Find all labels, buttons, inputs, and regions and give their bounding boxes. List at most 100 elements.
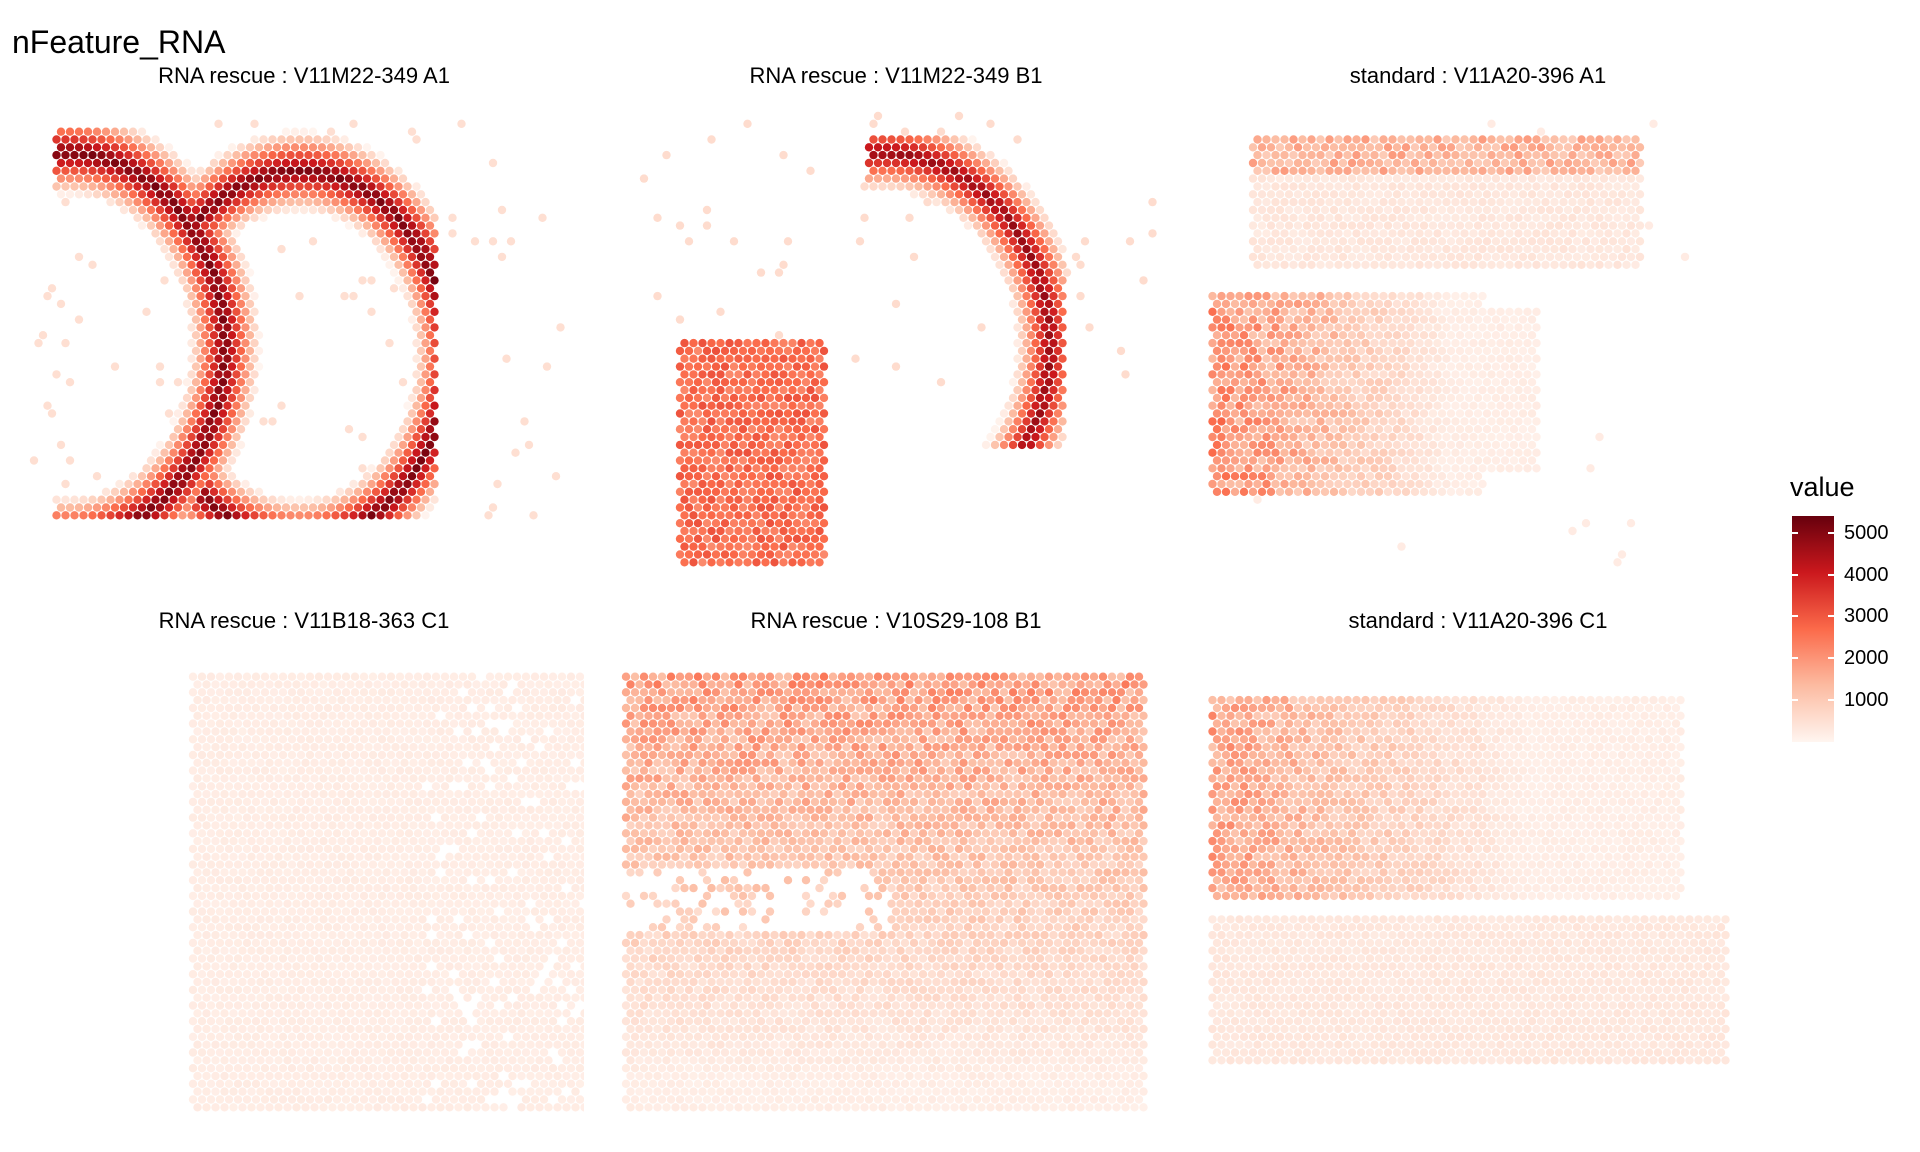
spot: [1518, 409, 1528, 418]
spot: [319, 883, 328, 893]
spot: [449, 860, 459, 869]
spot: [232, 150, 241, 160]
spot: [191, 205, 201, 215]
spot: [359, 844, 369, 854]
spot: [499, 805, 508, 814]
spot: [332, 766, 342, 775]
spot: [421, 213, 430, 222]
spot: [1392, 472, 1402, 481]
spot: [783, 456, 793, 465]
spot: [1356, 378, 1366, 387]
spot: [1316, 432, 1325, 442]
spot: [269, 782, 279, 791]
spot: [256, 821, 265, 830]
spot: [1559, 166, 1568, 175]
spot: [1518, 237, 1528, 246]
spot: [241, 307, 250, 316]
spot: [350, 876, 360, 885]
spot: [1217, 307, 1226, 316]
spot: [711, 487, 721, 496]
spot: [1406, 417, 1415, 426]
spot: [128, 503, 138, 512]
spot: [774, 440, 784, 450]
spot: [503, 891, 513, 901]
spot: [1392, 252, 1402, 262]
spot: [1505, 182, 1514, 191]
spot: [725, 338, 734, 348]
spot: [245, 205, 255, 215]
spot: [214, 244, 223, 254]
spot: [1568, 526, 1577, 536]
spot: [467, 766, 477, 775]
spot: [693, 378, 703, 387]
spot: [1361, 291, 1370, 301]
spot: [950, 135, 959, 144]
spot: [1221, 440, 1231, 450]
spot: [97, 495, 106, 504]
spot: [1451, 291, 1460, 301]
spot: [1496, 135, 1505, 144]
spot: [1148, 229, 1157, 238]
spot: [1275, 440, 1285, 450]
spot: [1478, 432, 1487, 442]
spot: [490, 805, 499, 814]
spot: [1329, 362, 1339, 371]
spot: [1316, 464, 1325, 473]
spot: [1388, 182, 1397, 191]
spot: [575, 860, 584, 869]
spot: [1500, 425, 1510, 434]
spot: [454, 742, 463, 752]
spot: [1311, 252, 1321, 262]
spot: [445, 821, 454, 830]
spot: [1455, 299, 1465, 309]
spot: [1361, 370, 1370, 379]
spot: [119, 174, 129, 183]
spot: [382, 742, 391, 752]
spot: [484, 511, 493, 520]
spot: [512, 797, 522, 807]
spot: [407, 221, 417, 230]
spot: [1410, 143, 1420, 152]
spot: [169, 495, 178, 504]
spot: [1626, 174, 1636, 183]
spot: [580, 695, 584, 705]
spot: [256, 774, 265, 783]
spot: [1545, 237, 1555, 246]
spot: [191, 252, 201, 262]
spot: [1478, 338, 1487, 348]
spot: [1496, 244, 1505, 254]
spot: [1388, 135, 1397, 144]
spot: [1289, 244, 1298, 254]
spot: [151, 182, 160, 191]
spot: [1433, 182, 1442, 191]
spot: [1545, 252, 1555, 262]
spot: [765, 503, 775, 512]
spot: [79, 135, 88, 144]
spot: [761, 558, 770, 567]
spot: [1329, 315, 1339, 324]
spot: [1397, 448, 1406, 457]
spot: [797, 526, 806, 536]
spot: [1325, 401, 1334, 410]
spot: [810, 393, 820, 403]
spot: [472, 836, 481, 846]
spot: [146, 472, 156, 481]
spot: [1017, 315, 1027, 324]
spot: [400, 727, 409, 736]
spot: [1514, 213, 1523, 222]
spot: [292, 868, 301, 877]
spot: [1289, 338, 1298, 348]
spot: [197, 829, 207, 838]
spot: [1469, 338, 1478, 348]
spot: [337, 774, 346, 783]
spot: [431, 688, 441, 697]
spot: [1253, 323, 1262, 332]
spot: [1221, 472, 1231, 481]
spot: [206, 750, 216, 760]
spot: [412, 370, 421, 379]
spot: [1590, 237, 1600, 246]
spot: [214, 197, 223, 207]
spot: [684, 378, 694, 387]
spot: [557, 829, 567, 838]
spot: [1437, 378, 1447, 387]
